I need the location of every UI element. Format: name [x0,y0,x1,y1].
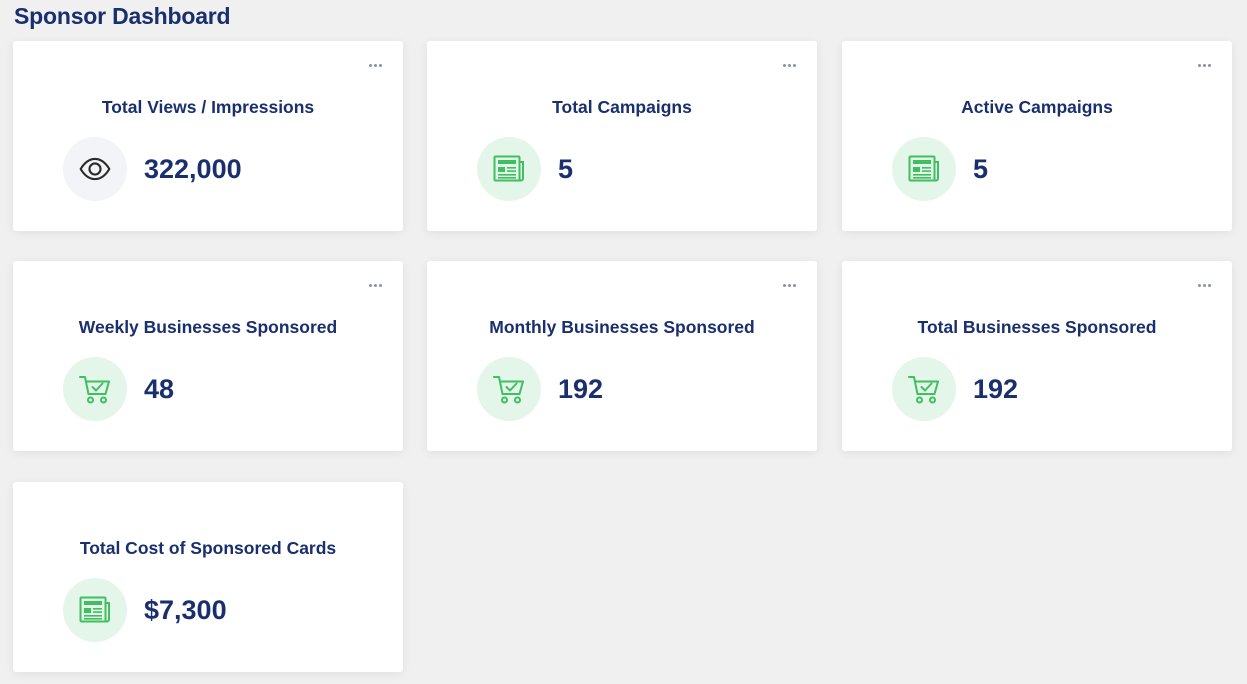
eye-icon [63,137,127,201]
cart-check-icon [892,357,956,421]
card-total-campaigns: Total Campaigns 5 [427,41,817,231]
card-value: 192 [973,374,1019,404]
cart-check-icon [477,357,541,421]
card-value: 5 [558,154,574,184]
card-title: Monthly Businesses Sponsored [489,317,755,337]
newspaper-icon [892,137,956,201]
more-options-icon[interactable] [367,277,383,293]
card-title: Active Campaigns [961,97,1113,117]
page-title: Sponsor Dashboard [14,3,231,29]
more-options-icon[interactable] [1196,277,1212,293]
card-total-cost: Total Cost of Sponsored Cards $7,300 [13,482,403,672]
card-value: 5 [973,154,989,184]
more-options-icon[interactable] [367,57,383,73]
newspaper-icon [477,137,541,201]
card-total-businesses: Total Businesses Sponsored 192 [842,261,1232,451]
card-value: $7,300 [144,595,227,625]
more-options-icon[interactable] [781,277,797,293]
cart-check-icon [63,357,127,421]
card-value: 192 [558,374,604,404]
card-title: Total Cost of Sponsored Cards [79,538,337,558]
card-value: 322,000 [144,154,242,184]
card-monthly-businesses: Monthly Businesses Sponsored 192 [427,261,817,451]
card-title: Total Businesses Sponsored [917,317,1157,337]
card-total-views: Total Views / Impressions 322,000 [13,41,403,231]
card-title: Weekly Businesses Sponsored [78,317,338,337]
more-options-icon[interactable] [781,57,797,73]
card-active-campaigns: Active Campaigns 5 [842,41,1232,231]
card-value: 48 [144,374,175,404]
card-weekly-businesses: Weekly Businesses Sponsored 48 [13,261,403,451]
card-title: Total Campaigns [552,97,692,117]
newspaper-icon [63,578,127,642]
more-options-icon[interactable] [1196,57,1212,73]
card-title: Total Views / Impressions [101,97,315,117]
